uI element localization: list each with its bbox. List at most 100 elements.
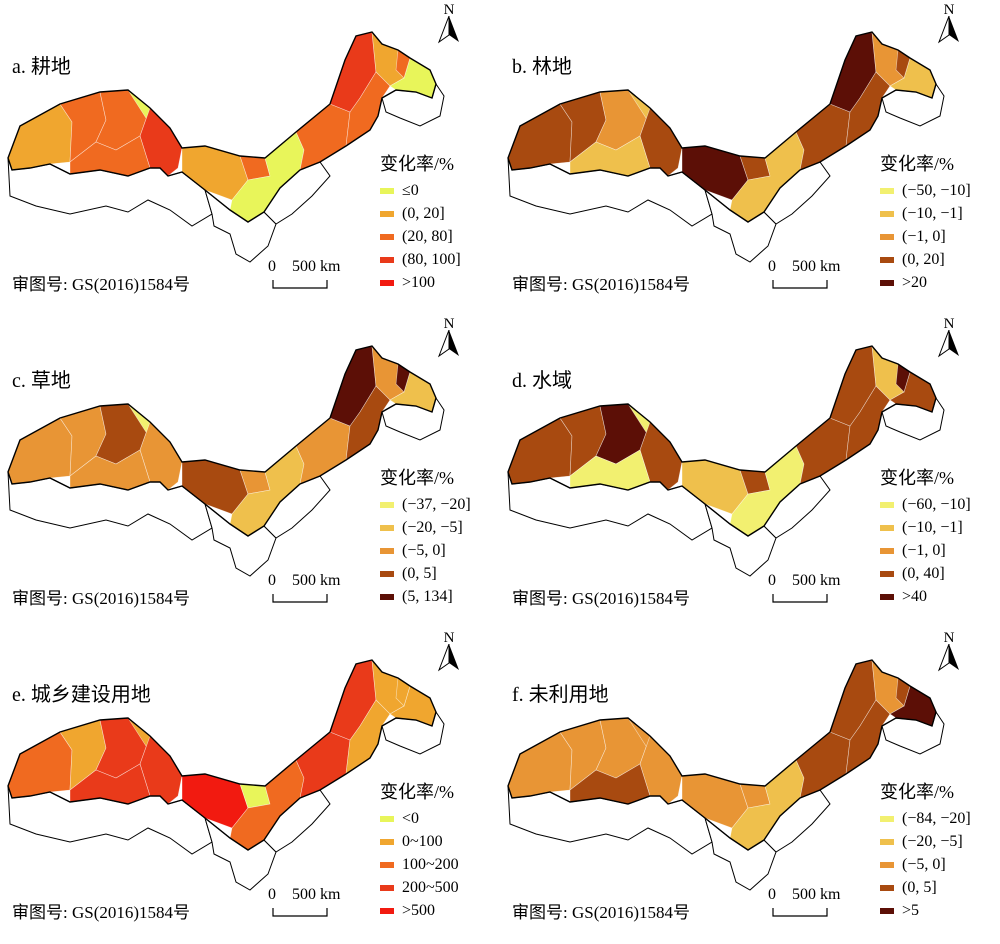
panel-title: a. 耕地 <box>12 56 71 78</box>
map-panel-construction-land: e. 城乡建设用地 N 变化率/% <0 0~100 100~200 200~500 >500… <box>0 628 500 942</box>
map-review-number: 审图号: GS(2016)1584号 <box>512 903 691 922</box>
legend-swatch <box>380 815 394 822</box>
scale-zero-label: 0 <box>768 886 776 903</box>
scale-distance-label: 500 km <box>292 258 341 275</box>
legend-swatch <box>380 884 394 891</box>
legend: 变化率/% ≤0 (0, 20] (20, 80] (80, 100] >100 <box>380 150 461 294</box>
scale-zero-label: 0 <box>268 886 276 903</box>
region-outline <box>7 659 437 851</box>
legend-swatch <box>880 279 894 286</box>
scale-zero-label: 0 <box>768 572 776 589</box>
legend-label: >100 <box>402 273 436 291</box>
map-region <box>507 103 573 171</box>
legend-label: (−84, −20] <box>902 809 971 827</box>
legend-swatch <box>380 861 394 868</box>
region-outline <box>507 31 937 223</box>
legend-title: 变化率/% <box>380 154 454 174</box>
legend-swatch <box>380 570 394 577</box>
legend-item: (0, 5] <box>380 562 471 585</box>
legend-item: (0, 5] <box>880 876 971 899</box>
legend-item: (−84, −20] <box>880 807 971 830</box>
legend-item: (−10, −1] <box>880 202 971 225</box>
legend-swatch <box>880 570 894 577</box>
legend-swatch <box>380 501 394 508</box>
legend-swatch <box>380 524 394 531</box>
region-map-forest <box>507 31 945 263</box>
legend-swatch <box>380 907 394 914</box>
legend-swatch <box>880 233 894 240</box>
scale-bar: 0 500 km <box>768 258 878 292</box>
map-panel-unused-land: f. 未利用地 N 变化率/% (−84, −20] (−20, −5] (−5, 0] (… <box>500 628 1000 942</box>
legend-item: >100 <box>380 271 461 294</box>
legend: 变化率/% (−60, −10] (−10, −1] (−1, 0] (0, 40] >4… <box>880 464 971 608</box>
legend-label: (−1, 0] <box>902 541 946 559</box>
map-panel-forest: b. 林地 N 变化率/% (−50, −10] (−10, −1] (−1, 0] (0,… <box>500 0 1000 314</box>
region-outline <box>507 659 937 851</box>
legend: 变化率/% (−37, −20] (−20, −5] (−5, 0] (0, 5] (5,… <box>380 464 471 608</box>
legend: 变化率/% (−50, −10] (−10, −1] (−1, 0] (0, 20] >2… <box>880 150 971 294</box>
north-arrow-icon: N <box>432 316 466 360</box>
legend-label: >40 <box>902 587 928 605</box>
legend-swatch <box>880 187 894 194</box>
legend-label: (−5, 0] <box>902 855 946 873</box>
map-region <box>507 417 573 485</box>
map-review-number: 审图号: GS(2016)1584号 <box>512 275 691 294</box>
scale-distance-label: 500 km <box>792 572 841 589</box>
legend-label: ≤0 <box>402 181 419 199</box>
legend-item: >500 <box>380 899 459 922</box>
legend-label: 0~100 <box>402 832 443 850</box>
legend: 变化率/% (−84, −20] (−20, −5] (−5, 0] (0, 5] >5 <box>880 778 971 922</box>
scale-bar: 0 500 km <box>768 886 878 920</box>
scale-bar: 0 500 km <box>768 572 878 606</box>
map-panel-grassland: c. 草地 N 变化率/% (−37, −20] (−20, −5] (−5, 0] (0,… <box>0 314 500 628</box>
legend-title: 变化率/% <box>880 782 954 802</box>
legend-label: (0, 5] <box>402 564 437 582</box>
legend-swatch <box>880 593 894 600</box>
legend-item: (−10, −1] <box>880 516 971 539</box>
legend-item: >5 <box>880 899 971 922</box>
north-letter: N <box>443 630 455 646</box>
legend-item: ≤0 <box>380 179 461 202</box>
legend-swatch <box>880 815 894 822</box>
legend-label: (−1, 0] <box>902 227 946 245</box>
region-map-unused-land <box>507 659 945 891</box>
scale-distance-label: 500 km <box>292 886 341 903</box>
legend-item: (−1, 0] <box>880 539 971 562</box>
north-letter: N <box>443 316 455 332</box>
region-outline <box>7 345 437 537</box>
legend-title: 变化率/% <box>880 154 954 174</box>
region-map-construction-land <box>7 659 445 891</box>
legend-swatch <box>380 547 394 554</box>
legend-label: >20 <box>902 273 928 291</box>
north-arrow-icon: N <box>932 2 966 46</box>
legend-item: (−50, −10] <box>880 179 971 202</box>
legend-label: (−20, −5] <box>402 518 463 536</box>
map-region <box>7 731 73 799</box>
map-review-number: 审图号: GS(2016)1584号 <box>12 589 191 608</box>
north-letter: N <box>943 630 955 646</box>
legend: 变化率/% <0 0~100 100~200 200~500 >500 <box>380 778 459 922</box>
legend-swatch <box>380 210 394 217</box>
map-review-number: 审图号: GS(2016)1584号 <box>512 589 691 608</box>
legend-label: (0, 40] <box>902 564 945 582</box>
map-review-number: 审图号: GS(2016)1584号 <box>12 903 191 922</box>
legend-label: (5, 134] <box>402 587 453 605</box>
legend-item: (−37, −20] <box>380 493 471 516</box>
north-arrow-icon: N <box>432 630 466 674</box>
legend-label: (0, 20] <box>902 250 945 268</box>
scale-distance-label: 500 km <box>792 886 841 903</box>
legend-swatch <box>880 884 894 891</box>
legend-item: (−60, −10] <box>880 493 971 516</box>
legend-label: 100~200 <box>402 855 459 873</box>
legend-swatch <box>380 593 394 600</box>
legend-swatch <box>880 838 894 845</box>
legend-label: (−50, −10] <box>902 181 971 199</box>
legend-item: 200~500 <box>380 876 459 899</box>
north-arrow-icon: N <box>932 316 966 360</box>
legend-label: (−5, 0] <box>402 541 446 559</box>
scale-distance-label: 500 km <box>792 258 841 275</box>
legend-label: (0, 20] <box>402 204 445 222</box>
legend-item: (0, 20] <box>380 202 461 225</box>
legend-swatch <box>880 907 894 914</box>
legend-swatch <box>880 501 894 508</box>
